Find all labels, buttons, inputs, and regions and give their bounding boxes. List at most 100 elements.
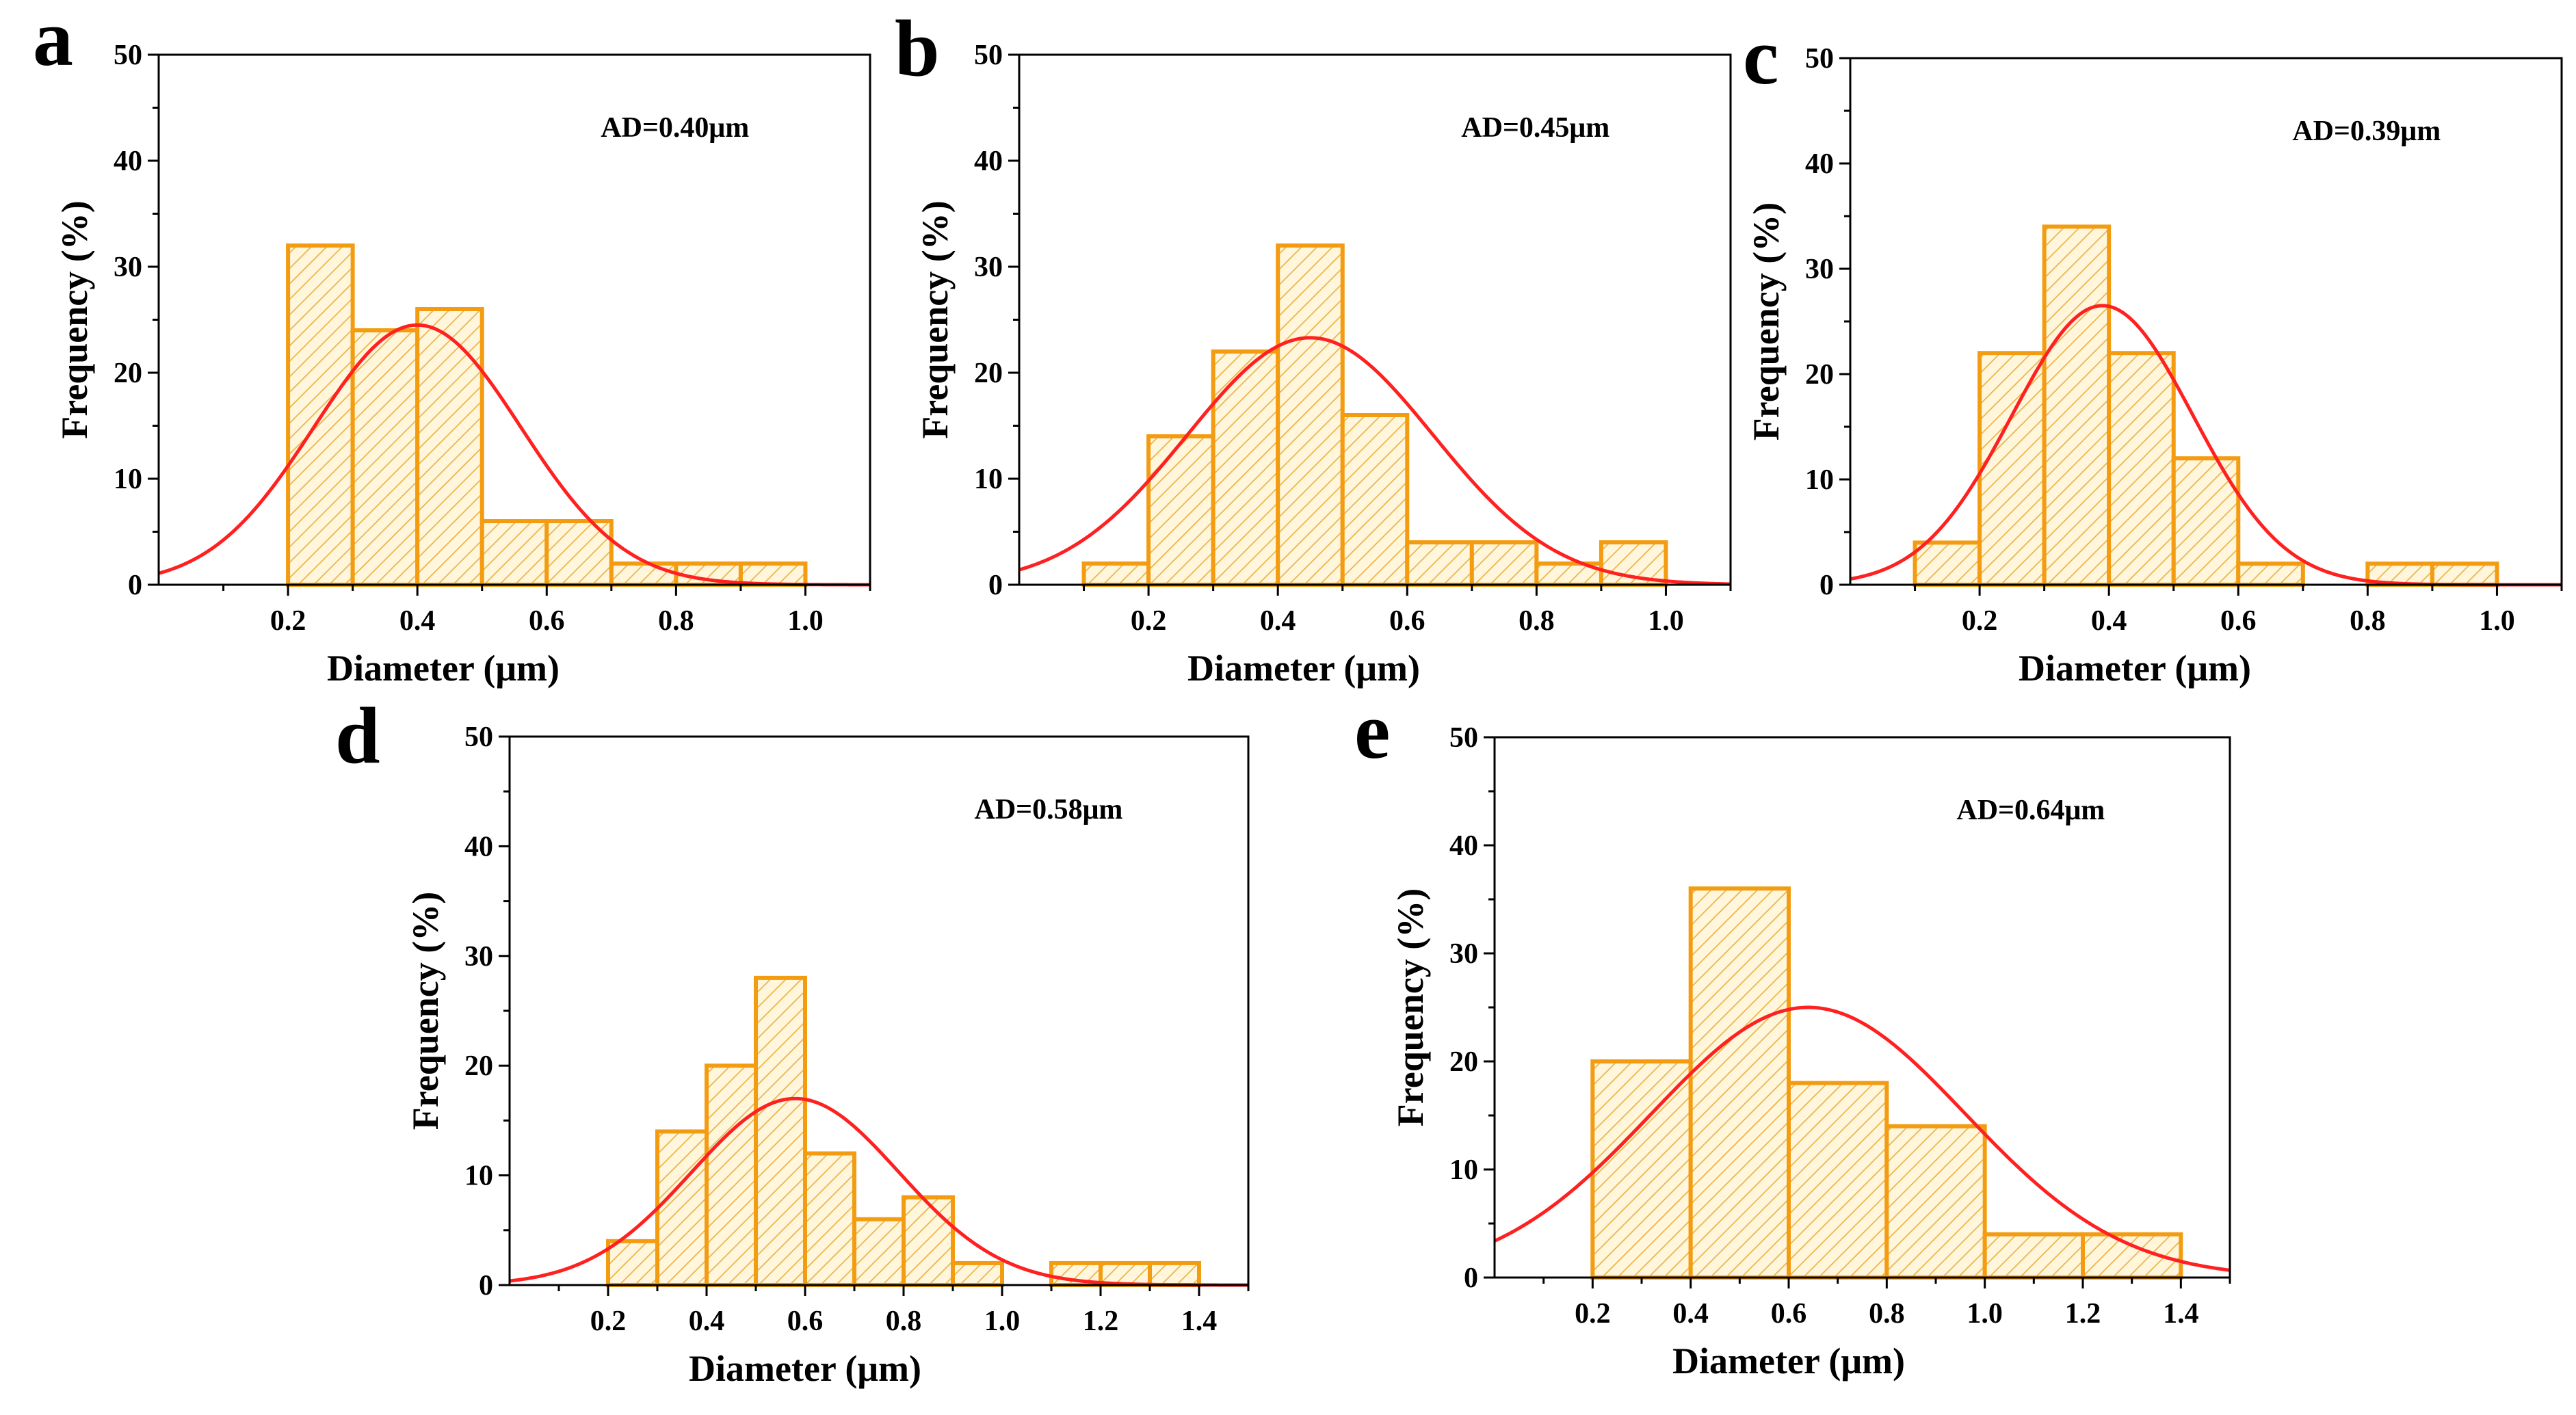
y-tick-label: 0 xyxy=(1819,570,1834,601)
histogram-bar xyxy=(606,1239,659,1287)
histogram-bar xyxy=(2236,561,2305,587)
panel-letter-d: d xyxy=(335,691,380,780)
y-axis-title: Frequency (%) xyxy=(405,892,446,1130)
x-tick-label: 0.2 xyxy=(1962,605,1998,637)
plot-frame xyxy=(508,735,1250,1286)
panel-b: b 0 10 20 30 40 50 0.2 0.4 0.6 0.8 1.0 Diameter (μm)… xyxy=(895,3,1732,689)
histogram-bar xyxy=(1211,349,1280,587)
histogram-bar xyxy=(1146,434,1215,587)
average-diameter-annotation: AD=0.40μm xyxy=(601,112,749,144)
histogram-bar xyxy=(1405,540,1474,587)
x-tick-label: 0.4 xyxy=(1672,1298,1709,1330)
panel-letter-c: c xyxy=(1743,12,1778,101)
histogram-bar xyxy=(350,328,420,587)
histogram-bar xyxy=(754,975,807,1287)
x-tick-label: 1.4 xyxy=(2163,1298,2199,1330)
y-tick-label: 0 xyxy=(988,570,1003,601)
histogram-bar xyxy=(1688,886,1791,1280)
x-tick-label: 0.8 xyxy=(1519,605,1555,637)
histogram-bar xyxy=(803,1151,856,1288)
histogram-bar xyxy=(1276,243,1345,587)
histogram-bar xyxy=(1787,1081,1889,1280)
panel-letter-e: e xyxy=(1354,686,1390,776)
histogram-bar xyxy=(2430,561,2499,587)
x-axis-title: Diameter (μm) xyxy=(327,648,560,689)
y-tick-label: 50 xyxy=(464,722,493,753)
x-tick-label: 0.6 xyxy=(787,1306,824,1337)
average-diameter-annotation: AD=0.39μm xyxy=(2292,116,2441,147)
histogram-bar xyxy=(1590,1059,1693,1280)
gaussian-fit-curve xyxy=(1493,1005,2231,1272)
x-tick-label: 0.4 xyxy=(1260,605,1296,637)
gaussian-fit-curve xyxy=(1018,336,1731,586)
panel-d: d 0 10 20 30 40 50 0.2 0.4 0.6 0.8 1.0 1.2 1.4 Diamete… xyxy=(335,691,1250,1389)
y-tick-label: 20 xyxy=(1805,359,1834,391)
x-tick-label: 1.2 xyxy=(2065,1298,2101,1330)
x-tick-label: 0.8 xyxy=(886,1306,922,1337)
histogram-bar xyxy=(1081,561,1151,587)
panel-letter-a: a xyxy=(33,0,73,83)
panel-letter-b: b xyxy=(895,3,940,93)
x-tick-label: 0.4 xyxy=(689,1306,725,1337)
y-axis-title: Frequency (%) xyxy=(1390,888,1431,1126)
histogram-bar xyxy=(2107,351,2176,587)
histogram-bar xyxy=(1469,540,1539,587)
histogram-bar xyxy=(655,1129,709,1287)
y-tick-label: 40 xyxy=(974,146,1003,177)
histogram-bar xyxy=(1913,540,1982,587)
y-tick-label: 10 xyxy=(114,464,142,495)
y-tick-label: 30 xyxy=(464,941,493,973)
y-tick-label: 30 xyxy=(114,252,142,283)
x-tick-label: 0.6 xyxy=(2220,605,2257,637)
x-tick-label: 0.2 xyxy=(270,605,306,637)
histogram-bar xyxy=(951,1260,1004,1288)
y-tick-label: 50 xyxy=(114,40,142,71)
histogram-bar xyxy=(1982,1232,2085,1280)
y-tick-label: 20 xyxy=(1449,1046,1478,1078)
histogram-bar xyxy=(609,561,679,587)
histogram-bar xyxy=(705,1063,758,1287)
y-tick-label: 30 xyxy=(974,252,1003,283)
histogram-bar xyxy=(902,1195,955,1288)
histogram-bar xyxy=(738,561,808,587)
x-tick-label: 0.6 xyxy=(529,605,565,637)
y-tick-label: 20 xyxy=(114,358,142,389)
y-tick-label: 50 xyxy=(974,40,1003,71)
x-tick-label: 0.2 xyxy=(1575,1298,1611,1330)
x-tick-label: 1.0 xyxy=(1648,605,1684,637)
x-tick-label: 0.6 xyxy=(1771,1298,1807,1330)
panel-e: e 0 10 20 30 40 50 0.2 0.4 0.6 0.8 1.0 1.2 1.4 Diamete… xyxy=(1354,686,2231,1381)
average-diameter-annotation: AD=0.64μm xyxy=(1956,795,2105,826)
x-tick-label: 0.4 xyxy=(2091,605,2127,637)
histogram-bar xyxy=(2042,224,2112,587)
histogram-bar xyxy=(1977,351,2047,587)
average-diameter-annotation: AD=0.58μm xyxy=(975,794,1123,825)
x-axis-title: Diameter (μm) xyxy=(1672,1340,1905,1381)
y-tick-label: 20 xyxy=(464,1050,493,1082)
y-tick-label: 20 xyxy=(974,358,1003,389)
y-tick-label: 40 xyxy=(114,146,142,177)
x-tick-label: 0.6 xyxy=(1389,605,1425,637)
histogram-bar xyxy=(1099,1260,1152,1288)
y-tick-label: 10 xyxy=(974,464,1003,495)
x-tick-label: 0.2 xyxy=(590,1306,627,1337)
y-axis-title: Frequency (%) xyxy=(1746,202,1787,440)
x-tick-label: 1.0 xyxy=(1967,1298,2003,1330)
x-tick-label: 1.4 xyxy=(1181,1306,1218,1337)
histogram-bar xyxy=(1148,1260,1201,1288)
y-tick-label: 30 xyxy=(1805,254,1834,285)
x-axis-title: Diameter (μm) xyxy=(689,1348,921,1389)
plot-frame xyxy=(157,53,871,586)
x-tick-label: 1.0 xyxy=(787,605,824,637)
histogram-bar xyxy=(479,519,549,587)
x-tick-label: 0.8 xyxy=(1869,1298,1905,1330)
y-tick-label: 40 xyxy=(1449,830,1478,862)
y-tick-label: 0 xyxy=(479,1270,493,1301)
gaussian-fit-curve xyxy=(509,1096,1248,1287)
y-tick-label: 50 xyxy=(1449,722,1478,754)
histogram-bar xyxy=(1340,413,1410,587)
x-tick-label: 1.0 xyxy=(2479,605,2515,637)
histogram-bar xyxy=(1884,1124,1987,1280)
average-diameter-annotation: AD=0.45μm xyxy=(1461,112,1609,144)
